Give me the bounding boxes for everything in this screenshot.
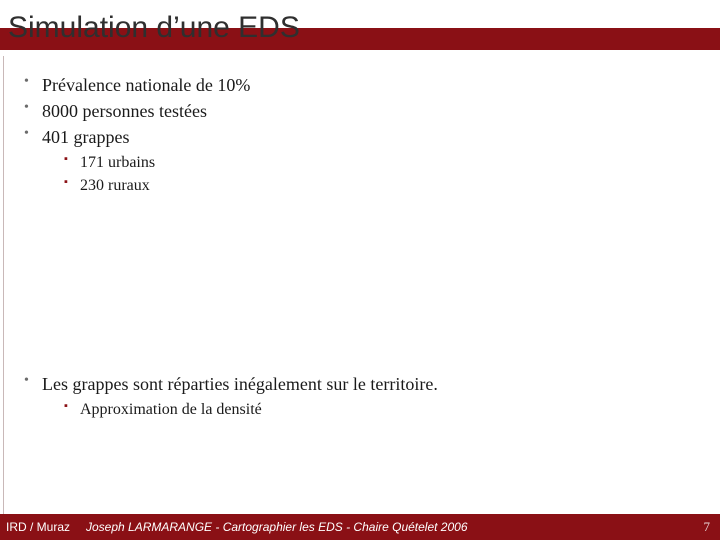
bullet-item: Prévalence nationale de 10% xyxy=(18,72,720,98)
slide-content: Prévalence nationale de 10% 8000 personn… xyxy=(0,56,720,422)
title-bar: Simulation d’une EDS xyxy=(0,0,720,56)
slide-title: Simulation d’une EDS xyxy=(8,11,300,45)
bullet-list-bottom: Les grappes sont réparties inégalement s… xyxy=(18,371,720,421)
footer-left: IRD / Muraz xyxy=(0,520,86,534)
footer-page-number: 7 xyxy=(704,519,720,535)
sub-bullet-item: 171 urbains xyxy=(62,152,720,174)
sub-bullet-item: 230 ruraux xyxy=(62,175,720,197)
bullet-item: 8000 personnes testées xyxy=(18,98,720,124)
footer-bar: IRD / Muraz Joseph LARMARANGE - Cartogra… xyxy=(0,514,720,540)
bullet-item: Les grappes sont réparties inégalement s… xyxy=(18,371,720,421)
bullet-list-top: Prévalence nationale de 10% 8000 personn… xyxy=(18,72,720,197)
bullet-item-label: 401 grappes xyxy=(42,127,129,147)
footer-center: Joseph LARMARANGE - Cartographier les ED… xyxy=(86,520,704,534)
sub-bullet-list-bottom: Approximation de la densité xyxy=(42,399,720,421)
bullet-item-label: Les grappes sont réparties inégalement s… xyxy=(42,374,438,394)
vertical-spacer xyxy=(18,197,720,371)
bullet-item: 401 grappes 171 urbains 230 ruraux xyxy=(18,124,720,197)
left-vertical-rule xyxy=(3,56,4,514)
sub-bullet-item: Approximation de la densité xyxy=(62,399,720,421)
sub-bullet-list-top: 171 urbains 230 ruraux xyxy=(42,152,720,197)
